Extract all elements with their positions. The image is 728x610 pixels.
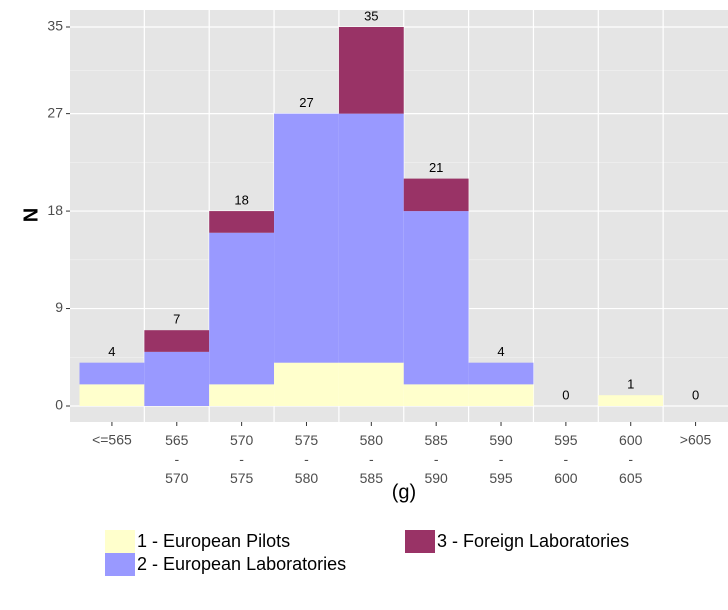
- total-label: 0: [562, 387, 569, 402]
- bar-segment: [209, 211, 275, 233]
- x-tick-label: 600 -605: [619, 432, 643, 486]
- bar-segment: [79, 362, 145, 385]
- x-axis-label: (g): [392, 481, 416, 503]
- bar-segment: [403, 211, 469, 385]
- legend-label: 1 - European Pilots: [137, 531, 290, 551]
- total-label: 0: [692, 387, 699, 402]
- total-label: 4: [108, 344, 115, 359]
- total-label: 27: [299, 95, 313, 110]
- legend-label: 3 - Foreign Laboratories: [437, 531, 629, 551]
- total-label: 21: [429, 160, 443, 175]
- x-tick-label: 580 -585: [360, 432, 384, 486]
- y-tick-label: 35: [47, 18, 63, 34]
- y-axis-label: N: [20, 208, 42, 222]
- bar-segment: [338, 362, 404, 406]
- bar-segment: [209, 384, 275, 406]
- total-label: 35: [364, 8, 378, 23]
- bar-segment: [144, 330, 210, 352]
- legend-swatch: [405, 530, 435, 553]
- bar-segment: [403, 384, 469, 406]
- bar-segment: [468, 384, 534, 406]
- y-tick-label: 9: [55, 299, 63, 315]
- bar-segment: [274, 362, 339, 406]
- x-tick-label: 565 -570: [165, 432, 189, 486]
- bar-segment: [338, 27, 404, 114]
- y-tick-label: 27: [47, 104, 63, 120]
- total-label: 4: [497, 344, 504, 359]
- legend-swatch: [105, 530, 135, 553]
- bar-segment: [144, 351, 210, 406]
- x-tick-label: 570 -575: [230, 432, 254, 486]
- bar-segment: [274, 113, 339, 363]
- x-tick-label: 585 -590: [424, 432, 448, 486]
- legend-swatch: [105, 553, 135, 576]
- total-label: 18: [234, 193, 248, 208]
- y-tick-label: 18: [47, 202, 63, 218]
- x-tick-label: 595 -600: [554, 432, 578, 486]
- x-tick-label: >605: [680, 432, 712, 448]
- x-tick-label: 590 -595: [489, 432, 513, 486]
- legend-label: 2 - European Laboratories: [137, 554, 346, 574]
- y-tick-label: 0: [55, 397, 63, 413]
- bar-segment: [338, 113, 404, 363]
- bar-segment: [209, 232, 275, 385]
- x-tick-label: <=565: [92, 432, 132, 448]
- total-label: 1: [627, 377, 634, 392]
- total-label: 7: [173, 312, 180, 327]
- x-tick-label: 575 -580: [295, 432, 319, 486]
- bar-segment: [403, 178, 469, 212]
- bar-segment: [468, 362, 534, 385]
- bar-segment: [598, 395, 664, 406]
- bar-segment: [79, 384, 145, 406]
